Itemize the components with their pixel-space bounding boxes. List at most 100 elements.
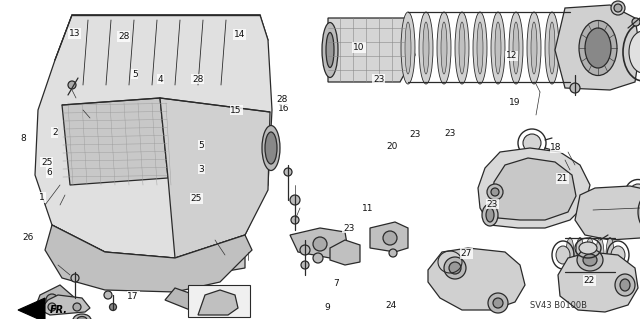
Text: 5: 5 [198, 141, 204, 150]
Polygon shape [290, 228, 348, 258]
Ellipse shape [265, 132, 277, 164]
Circle shape [614, 4, 622, 12]
Circle shape [313, 237, 327, 251]
Polygon shape [62, 98, 168, 185]
Text: 2: 2 [52, 128, 58, 137]
Ellipse shape [579, 242, 597, 254]
Polygon shape [52, 225, 245, 280]
Text: 15: 15 [230, 106, 242, 115]
Ellipse shape [531, 22, 537, 74]
Text: 23: 23 [373, 75, 385, 84]
Text: 28: 28 [118, 32, 129, 41]
Polygon shape [35, 285, 75, 308]
Circle shape [383, 231, 397, 245]
Circle shape [611, 1, 625, 15]
Text: 25: 25 [41, 158, 52, 167]
Polygon shape [18, 298, 45, 319]
Ellipse shape [615, 274, 635, 296]
Text: 3: 3 [198, 165, 204, 174]
Ellipse shape [444, 257, 466, 279]
Ellipse shape [73, 314, 91, 319]
Bar [188, 285, 250, 317]
Ellipse shape [586, 238, 594, 272]
Ellipse shape [459, 22, 465, 74]
Circle shape [389, 249, 397, 257]
Text: 23: 23 [486, 200, 498, 209]
Ellipse shape [629, 31, 640, 73]
Ellipse shape [620, 279, 630, 291]
Ellipse shape [545, 12, 559, 84]
Ellipse shape [437, 12, 451, 84]
Text: 14: 14 [234, 30, 245, 39]
Ellipse shape [455, 12, 469, 84]
Ellipse shape [527, 12, 541, 84]
Ellipse shape [495, 22, 501, 74]
Text: 6: 6 [47, 168, 52, 177]
Text: 25: 25 [191, 194, 202, 203]
Text: 12: 12 [506, 51, 517, 60]
Text: 16: 16 [278, 104, 290, 113]
Ellipse shape [401, 12, 415, 84]
Text: 23: 23 [343, 224, 355, 233]
Ellipse shape [262, 125, 280, 170]
Circle shape [46, 294, 58, 306]
Text: 22: 22 [584, 276, 595, 285]
Text: 9: 9 [324, 303, 330, 312]
Polygon shape [328, 18, 415, 82]
Circle shape [290, 195, 300, 205]
Ellipse shape [606, 238, 614, 272]
Circle shape [68, 81, 76, 89]
Ellipse shape [441, 22, 447, 74]
Circle shape [48, 303, 56, 311]
Circle shape [71, 274, 79, 282]
Text: 8: 8 [20, 134, 26, 143]
Text: 10: 10 [353, 43, 365, 52]
Circle shape [570, 83, 580, 93]
Ellipse shape [473, 12, 487, 84]
Ellipse shape [77, 316, 87, 319]
Text: 20: 20 [387, 142, 398, 151]
Ellipse shape [326, 33, 334, 68]
Polygon shape [575, 186, 640, 240]
Ellipse shape [638, 192, 640, 232]
Text: 17: 17 [127, 292, 139, 301]
Ellipse shape [477, 22, 483, 74]
Circle shape [109, 303, 116, 310]
Circle shape [313, 253, 323, 263]
Ellipse shape [509, 12, 523, 84]
Text: 1: 1 [39, 193, 45, 202]
Ellipse shape [583, 254, 597, 266]
Ellipse shape [405, 22, 411, 74]
Ellipse shape [488, 293, 508, 313]
Ellipse shape [491, 12, 505, 84]
Ellipse shape [577, 249, 603, 271]
Polygon shape [165, 288, 210, 310]
Ellipse shape [493, 298, 503, 308]
Text: 18: 18 [550, 143, 562, 152]
Polygon shape [198, 290, 238, 315]
Ellipse shape [449, 262, 461, 274]
Circle shape [301, 261, 309, 269]
Circle shape [487, 184, 503, 200]
Polygon shape [478, 148, 590, 228]
Polygon shape [40, 295, 90, 315]
Circle shape [73, 303, 81, 311]
Polygon shape [492, 158, 576, 220]
Text: 23: 23 [445, 129, 456, 138]
Ellipse shape [523, 134, 541, 152]
Polygon shape [45, 225, 252, 292]
Ellipse shape [576, 238, 584, 272]
Ellipse shape [596, 238, 604, 272]
Text: 23: 23 [410, 130, 421, 139]
Ellipse shape [549, 22, 555, 74]
Polygon shape [555, 5, 640, 90]
Circle shape [284, 168, 292, 176]
Ellipse shape [419, 12, 433, 84]
Text: 4: 4 [157, 75, 163, 84]
Ellipse shape [482, 204, 498, 226]
Circle shape [491, 188, 499, 196]
Text: 26: 26 [22, 233, 33, 242]
Text: 11: 11 [362, 204, 373, 213]
Polygon shape [55, 15, 268, 95]
Text: 5: 5 [132, 70, 138, 78]
